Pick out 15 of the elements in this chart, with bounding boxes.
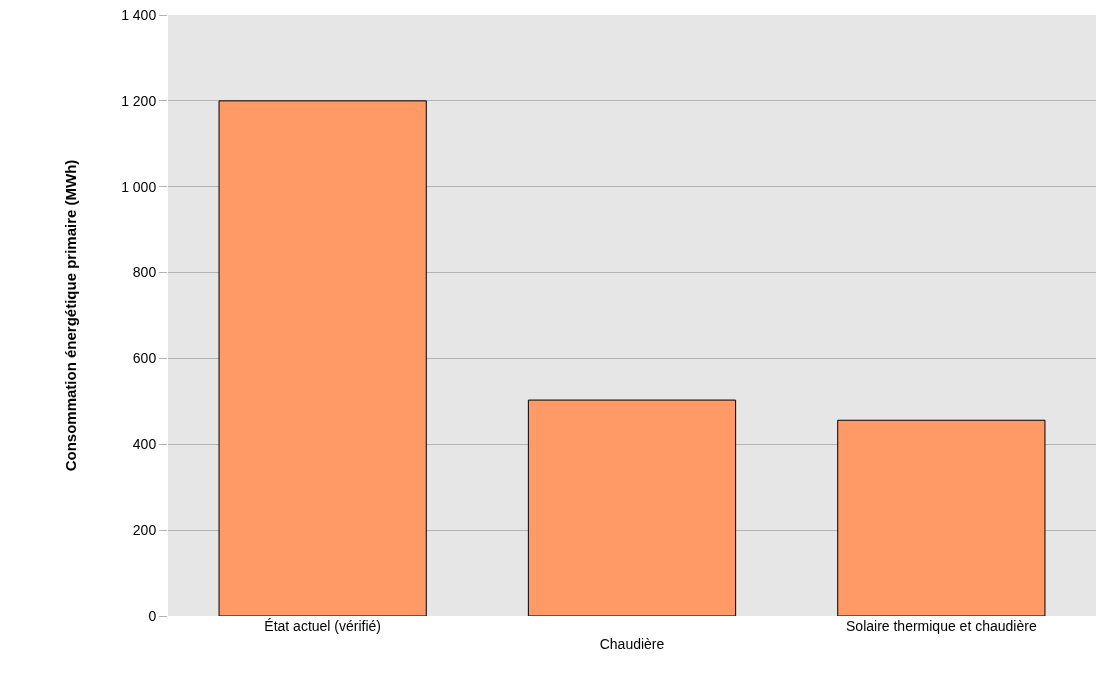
y-tick-label: 1 400 [121, 6, 157, 23]
y-tick-label: 800 [132, 264, 157, 281]
bar [218, 100, 427, 616]
y-tick-label: 0 [148, 607, 157, 624]
y-tick-label: 1 200 [121, 92, 157, 109]
y-tick-label: 600 [132, 350, 157, 367]
x-tick-label: État actuel (vérifié) [264, 618, 382, 634]
y-tick-label: 200 [132, 522, 157, 539]
x-tick-label: Chaudière [599, 636, 665, 653]
x-tick-label: Solaire thermique et chaudière [845, 618, 1037, 634]
y-tick-label: 400 [132, 436, 157, 453]
y-axis-title: Consommation énergétique primaire (MWh) [62, 159, 80, 472]
bar [837, 419, 1046, 616]
y-tick-label: 1 000 [121, 178, 157, 195]
bar [527, 399, 737, 616]
